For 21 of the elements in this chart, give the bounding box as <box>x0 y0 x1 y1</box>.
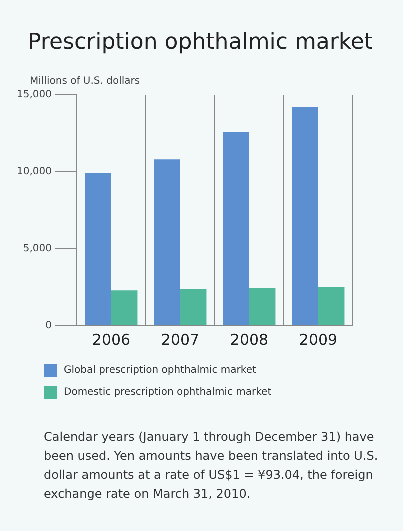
x-tick-label: 2007 <box>161 330 200 349</box>
bar <box>111 290 138 326</box>
x-tick-label: 2009 <box>299 330 338 349</box>
bar <box>318 288 345 326</box>
y-axis-title: Millions of U.S. dollars <box>30 76 140 87</box>
bar <box>292 107 318 326</box>
y-tick-label: 10,000 <box>16 166 52 178</box>
bar <box>154 160 180 326</box>
bar <box>249 288 276 326</box>
text: Calendar years (January 1 through December 31) have been used. Yen amounts have been translated into U.S. dollar amounts at a rate of US$1 = ¥93.04, the foreign exchange rate on March 31, 2010. <box>44 429 380 503</box>
chart-title: Prescription ophthalmic market <box>28 30 374 55</box>
legend-label: Global prescription ophthalmic market <box>64 365 256 376</box>
bar <box>180 289 207 326</box>
bar <box>85 174 112 326</box>
bar <box>223 132 250 326</box>
y-tick-label: 15,000 <box>16 90 52 101</box>
y-tick-label: 0 <box>46 320 52 332</box>
y-tick-label: 5,000 <box>23 244 52 255</box>
legend-label: Domestic prescription ophthalmic market <box>64 387 272 398</box>
x-tick-label: 2006 <box>92 330 131 349</box>
x-tick-label: 2008 <box>230 330 269 349</box>
